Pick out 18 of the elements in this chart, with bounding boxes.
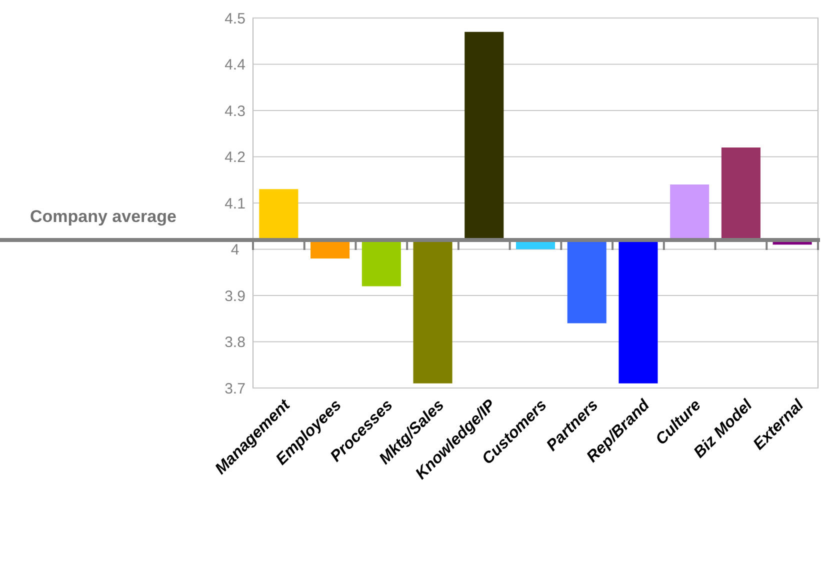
bar <box>464 32 504 240</box>
bar <box>259 189 298 240</box>
y-tick-label: 4.5 <box>224 10 246 28</box>
bar <box>567 240 606 324</box>
bar <box>618 240 658 384</box>
ref-line-label: Company average <box>30 207 176 226</box>
bar <box>721 148 760 240</box>
y-tick-label: 4.1 <box>224 195 246 212</box>
y-tick-label: 4 <box>230 242 240 258</box>
y-tick-label: 4.4 <box>224 56 246 74</box>
y-tick-label: 4.2 <box>224 149 246 166</box>
y-tick-label: 3.7 <box>224 380 246 398</box>
bar <box>413 240 452 384</box>
y-tick-label: 3.9 <box>224 288 246 305</box>
bar <box>362 240 401 286</box>
y-tick-label: 3.8 <box>224 334 246 351</box>
y-tick-label: 4.3 <box>224 102 246 120</box>
bar <box>670 184 710 240</box>
